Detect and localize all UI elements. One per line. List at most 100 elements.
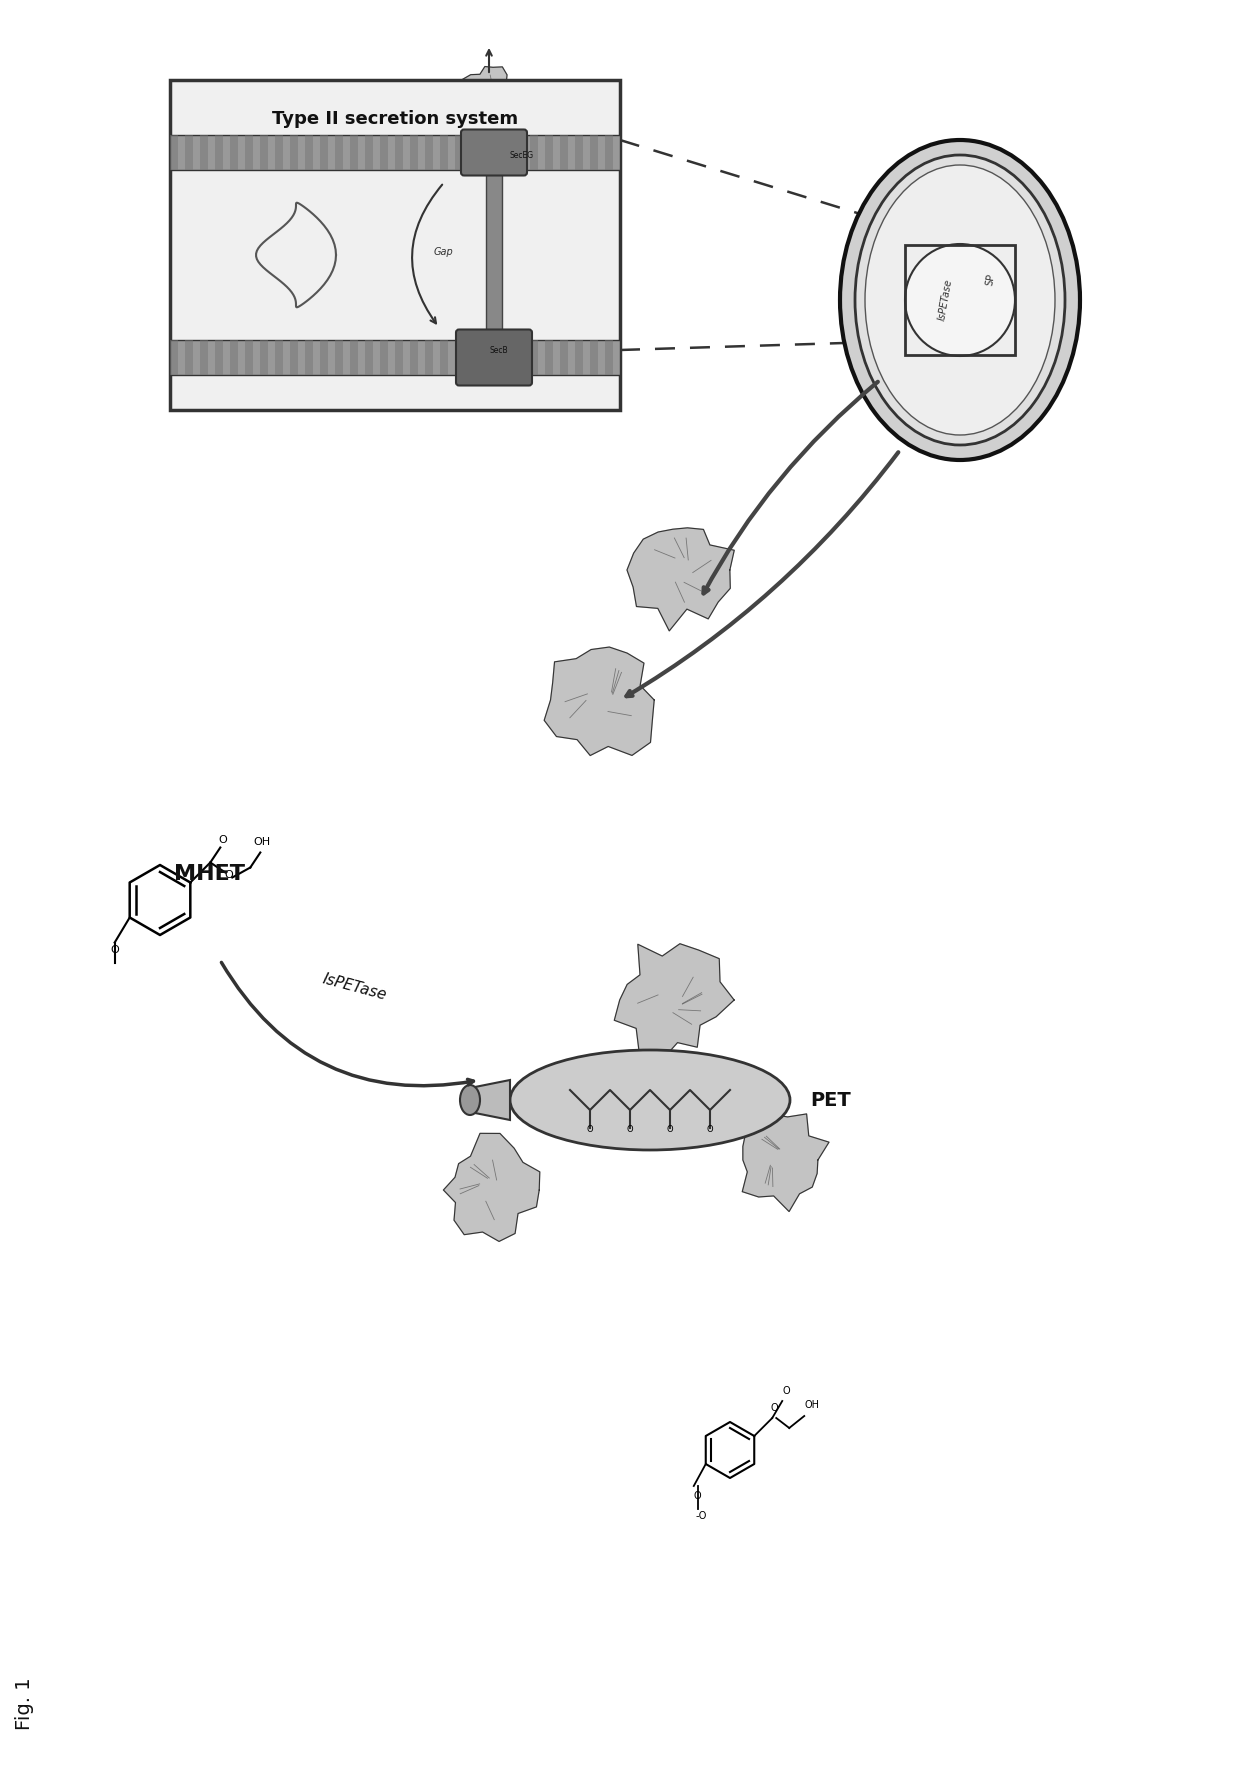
Bar bbox=[546, 339, 553, 375]
Bar bbox=[335, 136, 343, 170]
Bar bbox=[425, 339, 433, 375]
Bar bbox=[229, 339, 238, 375]
Bar bbox=[365, 136, 373, 170]
Bar bbox=[200, 136, 208, 170]
Text: SecEG: SecEG bbox=[508, 150, 533, 159]
Polygon shape bbox=[743, 1114, 830, 1212]
Text: OH: OH bbox=[254, 837, 270, 846]
Text: O: O bbox=[770, 1403, 777, 1414]
FancyBboxPatch shape bbox=[456, 330, 532, 386]
Bar bbox=[546, 136, 553, 170]
Bar bbox=[335, 339, 343, 375]
Text: PET: PET bbox=[810, 1091, 851, 1110]
Text: Fig. 1: Fig. 1 bbox=[15, 1678, 35, 1730]
Text: MHET: MHET bbox=[175, 864, 246, 884]
Text: O: O bbox=[626, 1125, 634, 1133]
Polygon shape bbox=[627, 528, 734, 630]
Bar bbox=[440, 136, 448, 170]
Bar bbox=[260, 339, 268, 375]
Bar bbox=[425, 136, 433, 170]
Polygon shape bbox=[614, 944, 734, 1064]
Bar bbox=[246, 339, 253, 375]
Text: O: O bbox=[218, 835, 227, 844]
Bar bbox=[185, 136, 193, 170]
Bar bbox=[185, 339, 193, 375]
Bar bbox=[170, 136, 620, 170]
Bar bbox=[905, 245, 1016, 355]
Bar bbox=[365, 339, 373, 375]
Text: O: O bbox=[224, 869, 233, 880]
Bar bbox=[560, 136, 568, 170]
Bar bbox=[379, 136, 388, 170]
Text: O: O bbox=[694, 1490, 702, 1501]
Text: IsPETase: IsPETase bbox=[936, 278, 954, 321]
Text: O: O bbox=[667, 1125, 673, 1133]
Text: O: O bbox=[587, 1125, 593, 1133]
Polygon shape bbox=[461, 66, 510, 118]
Bar bbox=[455, 136, 463, 170]
Bar bbox=[396, 339, 403, 375]
Bar bbox=[485, 136, 494, 170]
Text: IsPETase: IsPETase bbox=[321, 971, 389, 1003]
Bar bbox=[605, 136, 613, 170]
Text: SecB: SecB bbox=[489, 346, 507, 355]
Bar bbox=[320, 136, 329, 170]
Bar bbox=[170, 339, 620, 375]
Bar bbox=[396, 136, 403, 170]
Bar bbox=[275, 339, 283, 375]
Bar bbox=[605, 339, 613, 375]
Ellipse shape bbox=[510, 1050, 790, 1150]
Bar bbox=[170, 136, 179, 170]
Polygon shape bbox=[444, 1133, 539, 1241]
Bar bbox=[229, 136, 238, 170]
Bar bbox=[500, 136, 508, 170]
Bar bbox=[485, 339, 494, 375]
Bar bbox=[515, 136, 523, 170]
Bar bbox=[305, 339, 312, 375]
Bar bbox=[275, 136, 283, 170]
Bar bbox=[200, 339, 208, 375]
Bar bbox=[215, 339, 223, 375]
Bar bbox=[515, 339, 523, 375]
Bar bbox=[320, 339, 329, 375]
Bar bbox=[575, 339, 583, 375]
Bar bbox=[350, 136, 358, 170]
Bar bbox=[560, 339, 568, 375]
Bar bbox=[575, 136, 583, 170]
Bar bbox=[410, 339, 418, 375]
Bar bbox=[500, 339, 508, 375]
Text: -O: -O bbox=[696, 1510, 707, 1521]
Bar bbox=[260, 136, 268, 170]
Bar bbox=[305, 136, 312, 170]
Bar bbox=[486, 173, 502, 332]
Text: Gap: Gap bbox=[434, 246, 454, 257]
Text: OH: OH bbox=[805, 1399, 820, 1410]
Text: O: O bbox=[110, 944, 119, 955]
Bar bbox=[529, 339, 538, 375]
Bar bbox=[170, 80, 620, 411]
Text: Type II secretion system: Type II secretion system bbox=[272, 111, 518, 129]
FancyBboxPatch shape bbox=[461, 130, 527, 175]
Bar bbox=[410, 136, 418, 170]
Bar bbox=[440, 339, 448, 375]
Bar bbox=[379, 339, 388, 375]
Bar bbox=[290, 136, 298, 170]
Ellipse shape bbox=[839, 139, 1080, 461]
Text: O: O bbox=[782, 1385, 790, 1396]
Ellipse shape bbox=[866, 164, 1055, 436]
Bar bbox=[290, 339, 298, 375]
Bar bbox=[246, 136, 253, 170]
Bar bbox=[590, 339, 598, 375]
Bar bbox=[529, 136, 538, 170]
Ellipse shape bbox=[856, 155, 1065, 444]
Bar bbox=[590, 136, 598, 170]
Bar bbox=[455, 339, 463, 375]
Text: O: O bbox=[707, 1125, 713, 1133]
Polygon shape bbox=[470, 1080, 510, 1119]
Polygon shape bbox=[544, 646, 655, 755]
Bar bbox=[170, 339, 179, 375]
Bar bbox=[350, 339, 358, 375]
Text: SP: SP bbox=[985, 273, 996, 287]
Ellipse shape bbox=[905, 245, 1016, 355]
Bar bbox=[470, 136, 477, 170]
